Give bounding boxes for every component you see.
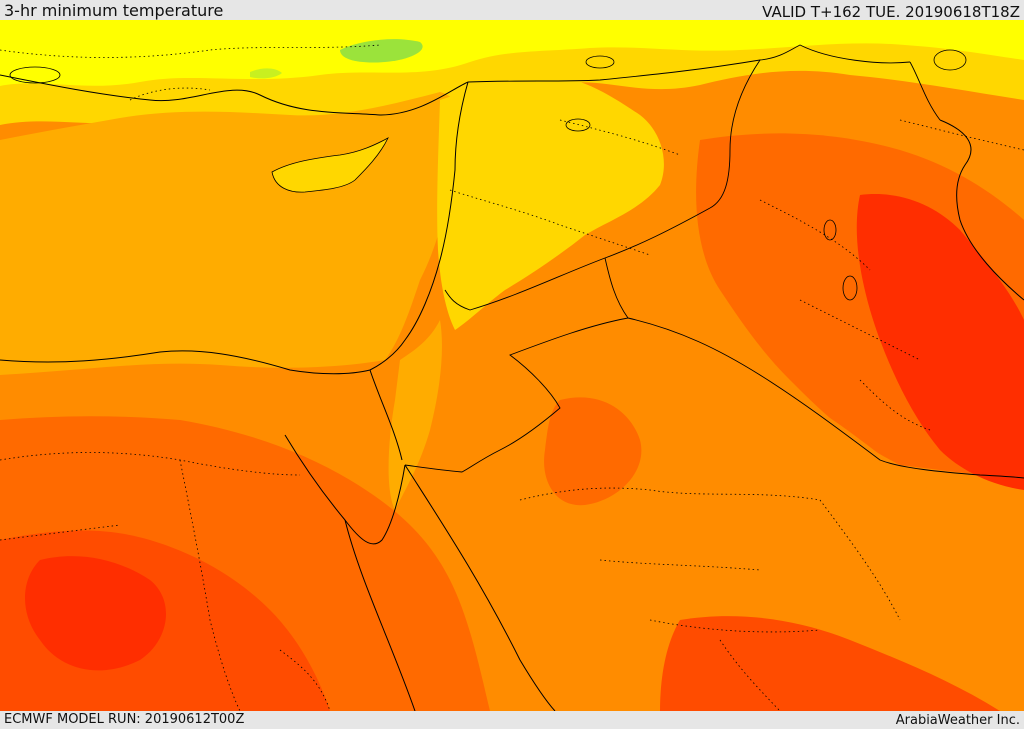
lake-outline bbox=[933, 49, 967, 71]
footer-bar: ECMWF MODEL RUN: 20190612T00Z ArabiaWeat… bbox=[0, 711, 1024, 729]
temperature-map bbox=[0, 20, 1024, 711]
coastlines bbox=[0, 74, 1024, 711]
northern-yellow-band bbox=[0, 20, 1024, 86]
northern-green-patch bbox=[340, 39, 423, 63]
levant-yellow-band bbox=[437, 75, 664, 330]
valid-time-label: VALID T+162 TUE. 20190618T18Z bbox=[762, 3, 1020, 21]
header-bar: 3-hr minimum temperature VALID T+162 TUE… bbox=[0, 0, 1024, 20]
lake-outline bbox=[565, 118, 591, 132]
northern-green-patch-2 bbox=[250, 68, 282, 79]
southern-hottest-patch bbox=[25, 556, 167, 671]
island-outline bbox=[9, 66, 61, 84]
national-borders bbox=[404, 44, 1024, 479]
temperature-map-svg bbox=[0, 20, 1024, 711]
cyprus-island bbox=[271, 137, 389, 193]
model-run-label: ECMWF MODEL RUN: 20190612T00Z bbox=[4, 712, 245, 727]
regional-borders bbox=[0, 44, 1024, 711]
mesopotamia-hottest-field bbox=[856, 194, 1024, 490]
arabia-hot-patch bbox=[544, 397, 642, 506]
credit-label: ArabiaWeather Inc. bbox=[895, 713, 1020, 728]
mediterranean-sea-field bbox=[0, 92, 465, 375]
lake-outline bbox=[823, 219, 837, 241]
red-sea-coastal-strip bbox=[388, 320, 442, 510]
lake-outline bbox=[585, 55, 615, 69]
arabia-southeast-hot bbox=[660, 616, 1000, 711]
map-title: 3-hr minimum temperature bbox=[4, 1, 224, 20]
lake-outline bbox=[842, 275, 858, 301]
